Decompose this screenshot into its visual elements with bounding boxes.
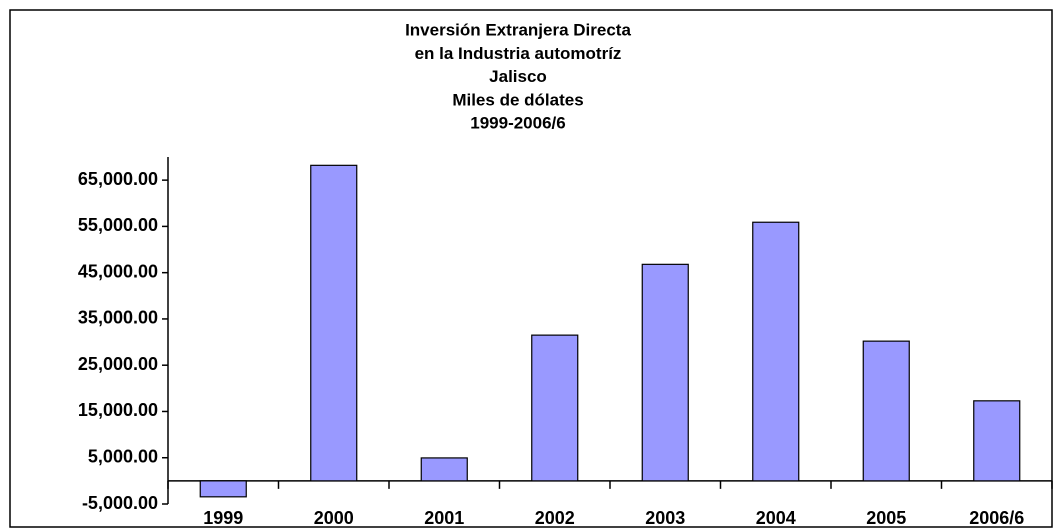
y-tick-label: 5,000.00 <box>88 446 158 466</box>
x-tick-label: 2005 <box>866 508 906 528</box>
chart-title: Jalisco <box>489 67 547 86</box>
y-tick-label: 25,000.00 <box>78 354 158 374</box>
y-tick-label: 45,000.00 <box>78 261 158 281</box>
bar <box>973 400 1021 482</box>
y-tick-label: 55,000.00 <box>78 215 158 235</box>
x-tick-label: 2000 <box>314 508 354 528</box>
y-tick-label: 65,000.00 <box>78 169 158 189</box>
x-tick-label: 2004 <box>756 508 796 528</box>
chart-title: Inversión Extranjera Directa <box>405 20 631 39</box>
chart-title: en la Industria automotríz <box>415 44 622 63</box>
bar <box>531 334 579 482</box>
x-tick-label: 1999 <box>203 508 243 528</box>
x-tick-label: 2003 <box>645 508 685 528</box>
x-tick-label: 2001 <box>424 508 464 528</box>
x-tick-label: 2006/6 <box>969 508 1024 528</box>
y-tick-label: 35,000.00 <box>78 308 158 328</box>
bar <box>420 457 468 482</box>
x-tick-label: 2002 <box>535 508 575 528</box>
bar <box>310 164 358 482</box>
y-tick-label: 15,000.00 <box>78 400 158 420</box>
chart-title: 1999-2006/6 <box>470 114 565 133</box>
bar <box>641 263 689 482</box>
bar <box>862 340 910 482</box>
y-tick-label: -5,000.00 <box>82 493 158 513</box>
bar <box>752 221 800 482</box>
chart-title: Miles de dólates <box>452 90 583 109</box>
bar <box>199 480 247 498</box>
